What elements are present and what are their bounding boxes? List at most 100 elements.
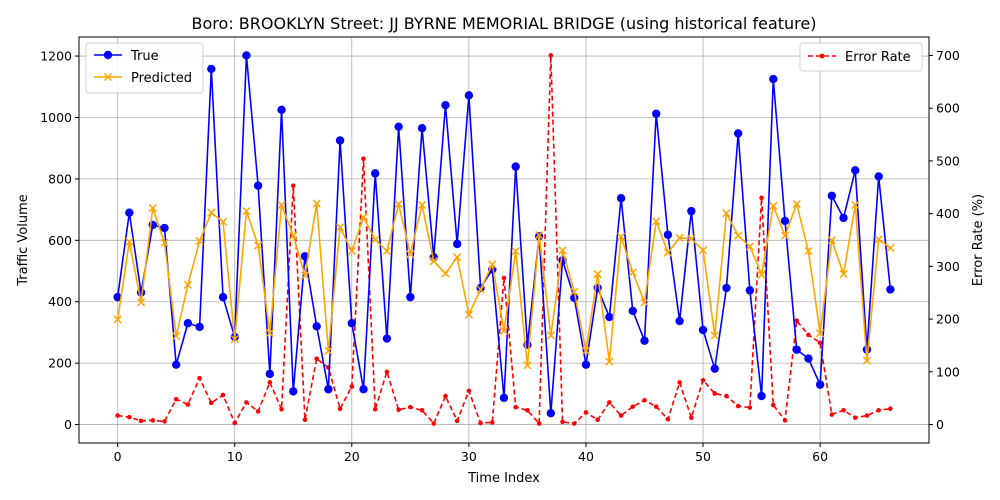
- data-point-predicted: [640, 298, 649, 307]
- data-point-error-rate: [255, 409, 261, 414]
- series-true: [113, 51, 895, 418]
- data-point-error-rate: [794, 318, 799, 323]
- data-point-error-rate: [349, 384, 355, 389]
- y-tick-label: 1200: [40, 49, 72, 64]
- legend-predicted-label: Predicted: [131, 71, 192, 86]
- data-point-true: [722, 283, 731, 293]
- data-point-error-rate: [876, 408, 881, 413]
- data-point-error-rate: [150, 418, 156, 423]
- y-tick-label: 200: [48, 356, 72, 371]
- data-point-predicted: [183, 280, 193, 289]
- data-point-predicted: [359, 213, 368, 222]
- data-point-predicted: [534, 230, 544, 240]
- data-point-predicted: [335, 223, 345, 232]
- data-point-error-rate: [466, 388, 472, 394]
- data-point-error-rate: [501, 275, 507, 281]
- data-point-error-rate: [689, 415, 694, 420]
- x-tick-label: 30: [461, 449, 477, 464]
- data-point-error-rate: [361, 156, 366, 162]
- data-point-predicted: [581, 346, 591, 355]
- data-point-predicted: [792, 199, 801, 209]
- x-axis-ticks: 0 10 20 30 40 50 60: [114, 443, 828, 464]
- y-tick-label: 600: [48, 233, 72, 248]
- data-point-error-rate: [852, 415, 858, 420]
- legend-left: True Predicted: [85, 42, 204, 94]
- data-point-error-rate: [302, 417, 308, 423]
- data-point-true: [218, 292, 228, 302]
- legend-error-label: Error Rate: [845, 50, 911, 65]
- data-point-true: [394, 122, 403, 131]
- data-point-predicted: [207, 208, 216, 217]
- data-point-true: [417, 124, 427, 133]
- data-point-error-rate: [197, 375, 202, 381]
- series-layer: [113, 51, 895, 426]
- data-point-error-rate: [642, 397, 647, 403]
- data-point-error-rate: [759, 195, 764, 201]
- data-point-true: [452, 239, 462, 249]
- data-point-predicted: [148, 203, 157, 213]
- data-point-true: [359, 385, 368, 394]
- data-point-predicted: [687, 234, 696, 243]
- data-point-true: [605, 312, 614, 322]
- y2-tick-label: 0: [936, 417, 944, 432]
- x-tick-label: 50: [695, 449, 711, 464]
- series-error-rate: [115, 53, 893, 426]
- data-point-predicted: [523, 361, 532, 370]
- data-point-predicted: [886, 243, 895, 253]
- data-point-true: [277, 105, 286, 114]
- data-point-predicted: [546, 331, 555, 340]
- data-point-error-rate: [536, 421, 542, 426]
- data-point-true: [335, 136, 345, 145]
- data-point-error-rate: [454, 418, 460, 424]
- data-point-predicted: [230, 335, 239, 344]
- y-axis-label: Traffic Volume: [16, 194, 31, 287]
- data-point-predicted: [136, 298, 146, 307]
- data-point-true: [171, 360, 181, 369]
- data-point-true: [546, 409, 556, 418]
- data-point-true: [324, 385, 333, 394]
- data-point-predicted: [218, 217, 228, 227]
- data-point-error-rate: [817, 340, 823, 346]
- data-point-predicted: [605, 357, 614, 366]
- data-point-error-rate: [677, 380, 682, 385]
- data-point-predicted: [570, 287, 579, 296]
- data-point-error-rate: [478, 420, 483, 426]
- data-point-error-rate: [267, 380, 273, 385]
- y2-tick-label: 200: [936, 312, 960, 327]
- data-point-true: [874, 172, 883, 181]
- data-point-error-rate: [209, 400, 214, 406]
- data-point-predicted: [722, 209, 731, 218]
- data-point-predicted: [347, 246, 356, 256]
- data-point-true: [242, 51, 251, 60]
- data-point-error-rate: [841, 408, 846, 413]
- data-point-error-rate: [419, 408, 425, 413]
- data-point-error-rate: [712, 391, 718, 396]
- data-point-error-rate: [571, 421, 577, 426]
- data-point-error-rate: [665, 416, 671, 422]
- data-point-error-rate: [337, 406, 343, 412]
- data-point-predicted: [874, 235, 883, 244]
- y-tick-label: 400: [48, 294, 72, 309]
- data-point-predicted: [265, 328, 274, 338]
- data-point-true: [581, 360, 591, 369]
- data-point-true: [464, 91, 474, 100]
- data-point-true: [382, 334, 392, 343]
- x-axis-label: Time Index: [467, 471, 540, 486]
- data-point-predicted: [113, 315, 122, 324]
- data-point-predicted: [558, 246, 567, 255]
- data-point-predicted: [628, 268, 637, 277]
- data-point-true: [851, 166, 860, 175]
- data-point-error-rate: [548, 53, 554, 58]
- data-point-predicted: [371, 235, 380, 244]
- data-point-predicted: [851, 200, 860, 210]
- data-point-error-rate: [595, 417, 600, 423]
- data-point-true: [839, 213, 848, 223]
- data-point-error-rate: [513, 404, 519, 410]
- data-point-predicted: [675, 233, 684, 242]
- data-point-true: [113, 292, 122, 302]
- data-point-predicted: [499, 326, 509, 336]
- data-point-true: [312, 322, 321, 331]
- data-point-predicted: [160, 238, 169, 247]
- data-point-error-rate: [583, 410, 589, 415]
- data-point-predicted: [710, 331, 719, 340]
